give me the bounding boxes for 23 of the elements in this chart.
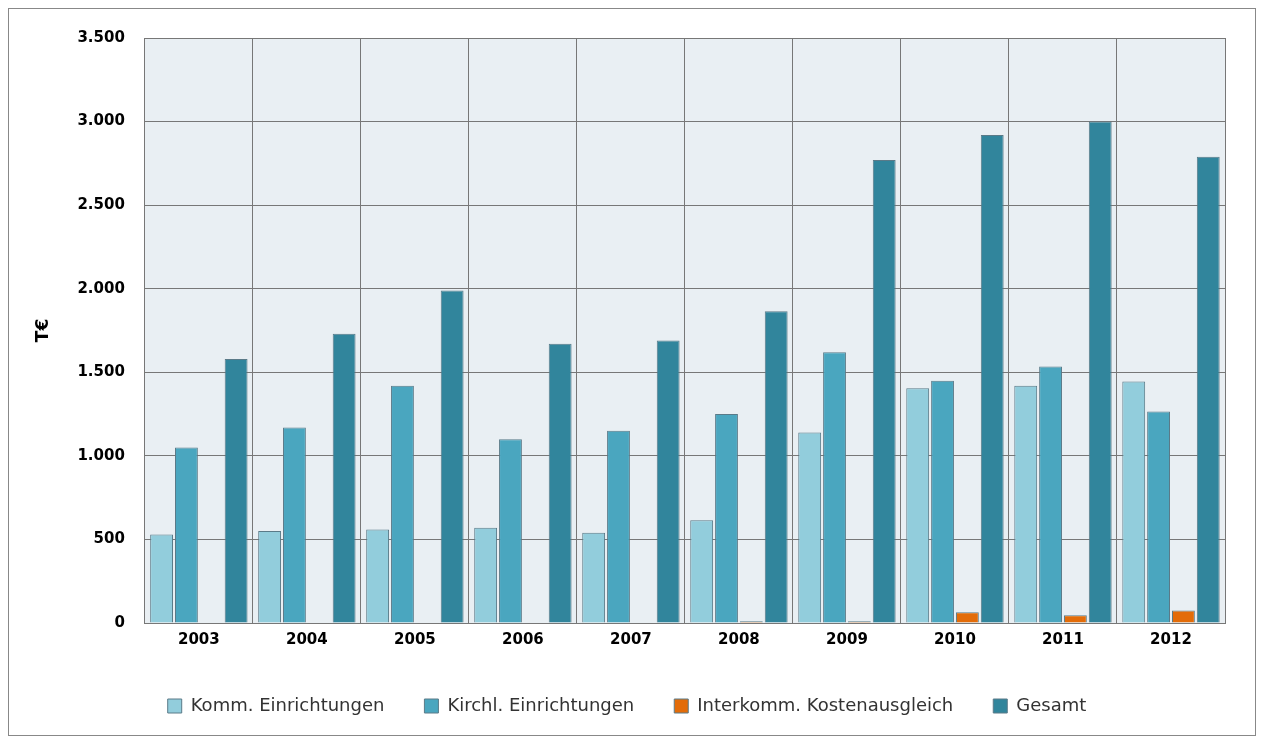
- legend-label: Kirchl. Einrichtungen: [447, 693, 635, 715]
- legend-label: Komm. Einrichtungen: [190, 693, 385, 715]
- legend-label: Gesamt: [1016, 693, 1087, 715]
- y-tick-label: 1.000: [77, 445, 125, 464]
- x-tick-label: 2011: [1042, 629, 1084, 648]
- x-tick-label: 2008: [718, 629, 760, 648]
- y-tick-label: 2.500: [77, 195, 125, 214]
- y-tick-label: 0: [114, 612, 125, 631]
- x-tick-label: 2012: [1150, 629, 1192, 648]
- x-tick-label: 2004: [285, 629, 328, 648]
- y-tick-label: 500: [93, 529, 125, 548]
- x-tick-label: 2010: [934, 629, 976, 648]
- x-tick-label: 2007: [610, 629, 652, 648]
- x-tick-label: 2006: [502, 629, 544, 648]
- y-tick-label: 3.000: [77, 111, 125, 130]
- x-tick-label: 2003: [177, 629, 220, 648]
- legend-label: Interkomm. Kostenausgleich: [697, 693, 954, 715]
- y-tick-label: 2.000: [77, 278, 125, 297]
- y-tick-label: 3.500: [77, 27, 125, 46]
- x-tick-label: 2009: [826, 629, 868, 648]
- y-axis-title: T€: [31, 318, 52, 343]
- y-tick-label: 1.500: [77, 362, 125, 381]
- x-tick-label: 2005: [394, 629, 436, 648]
